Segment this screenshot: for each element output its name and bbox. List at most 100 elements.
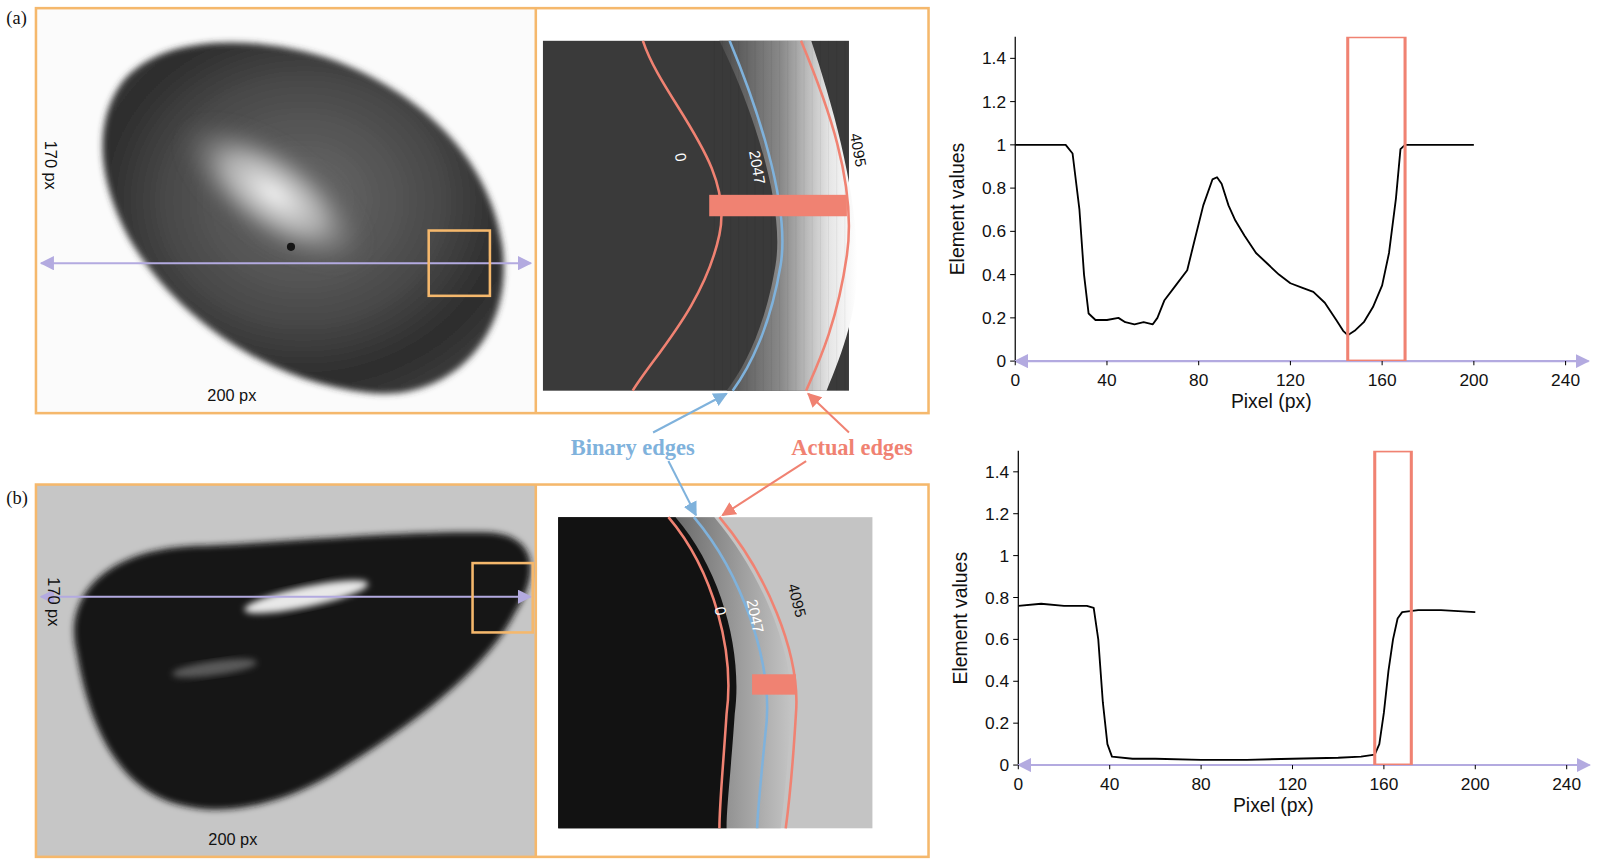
y-tick bbox=[1010, 188, 1015, 189]
x-tick-label: 200 bbox=[1461, 774, 1490, 794]
panel-divider bbox=[535, 485, 538, 857]
y-tick-label: 0 bbox=[999, 755, 1009, 775]
panel-letter: (b) bbox=[6, 488, 27, 509]
x-tick bbox=[1566, 765, 1567, 769]
x-axis bbox=[1018, 764, 1589, 766]
edge-highlight bbox=[1375, 451, 1412, 765]
panel-letter: (a) bbox=[6, 8, 26, 29]
x-tick bbox=[1106, 361, 1107, 365]
y-axis bbox=[1018, 451, 1019, 765]
actual-edge-inner bbox=[668, 517, 728, 828]
x-tick-label: 160 bbox=[1369, 774, 1398, 794]
plot-marks bbox=[1018, 451, 1475, 765]
x-axis bbox=[1015, 360, 1588, 362]
y-tick-label: 0.6 bbox=[982, 221, 1006, 241]
line-chart: 00.20.40.60.811.21.404080120160200240Pix… bbox=[949, 451, 1589, 816]
profile-line bbox=[41, 262, 531, 264]
droplet-highlight bbox=[171, 655, 258, 681]
x-tick bbox=[1109, 765, 1110, 769]
y-tick-label: 1 bbox=[996, 135, 1006, 155]
width-label: 200 px bbox=[208, 830, 257, 848]
y-tick-label: 1.4 bbox=[982, 48, 1006, 68]
callouts: Binary edges Actual edges bbox=[571, 394, 913, 515]
y-tick-label: 1.2 bbox=[982, 92, 1006, 112]
x-tick-label: 40 bbox=[1097, 370, 1116, 390]
x-tick bbox=[1018, 765, 1019, 769]
contour-label: 0 bbox=[672, 151, 690, 162]
panel-b-photo: 170 px 200 px bbox=[36, 485, 536, 857]
actual-edge-inner bbox=[633, 41, 722, 391]
callout-arrow bbox=[653, 394, 726, 433]
y-tick-label: 0.2 bbox=[982, 308, 1006, 328]
panel-b-inset: 0 2047 4095 bbox=[558, 517, 872, 828]
y-tick-label: 0.6 bbox=[985, 630, 1009, 650]
y-tick-label: 1.2 bbox=[985, 504, 1009, 524]
x-tick-label: 240 bbox=[1552, 774, 1581, 794]
y-tick-label: 0 bbox=[996, 351, 1006, 371]
x-tick bbox=[1382, 361, 1383, 365]
callout-arrow bbox=[722, 461, 806, 515]
y-tick bbox=[1010, 101, 1015, 102]
x-tick bbox=[1565, 361, 1566, 365]
y-axis bbox=[1015, 37, 1016, 361]
droplet-highlight bbox=[154, 89, 394, 298]
particle bbox=[287, 243, 295, 251]
y-tick bbox=[1010, 317, 1015, 318]
contour-label: 2047 bbox=[744, 598, 768, 635]
edge-highlight bbox=[1348, 37, 1405, 361]
y-tick-label: 0.8 bbox=[982, 178, 1006, 198]
x-tick bbox=[1383, 765, 1384, 769]
line-chart: 00.20.40.60.811.21.404080120160200240Pix… bbox=[946, 37, 1588, 412]
x-tick bbox=[1475, 765, 1476, 769]
panel-frame bbox=[36, 485, 929, 857]
y-tick bbox=[1013, 597, 1018, 598]
y-tick bbox=[1010, 144, 1015, 145]
y-tick-label: 0.2 bbox=[985, 713, 1009, 733]
x-tick bbox=[1290, 361, 1291, 365]
profile-line bbox=[41, 596, 531, 598]
y-tick bbox=[1010, 231, 1015, 232]
x-tick-label: 40 bbox=[1100, 774, 1119, 794]
y-tick-label: 0.8 bbox=[985, 588, 1009, 608]
panel-a-photo: 170 px200 px bbox=[36, 8, 536, 413]
y-tick bbox=[1013, 681, 1018, 682]
inset-dark-region bbox=[558, 517, 736, 828]
photo-background bbox=[36, 485, 536, 857]
y-axis-title: Element values bbox=[949, 552, 971, 684]
x-tick-label: 120 bbox=[1276, 370, 1305, 390]
edge-width-bar bbox=[709, 195, 847, 216]
x-axis-title: Pixel (px) bbox=[1233, 794, 1314, 816]
callout-label: Actual edges bbox=[791, 435, 913, 460]
droplet bbox=[74, 532, 531, 809]
y-tick-label: 0.4 bbox=[982, 265, 1006, 285]
x-tick-label: 120 bbox=[1278, 774, 1307, 794]
zoom-box bbox=[429, 231, 490, 296]
contour-label: 0 bbox=[712, 605, 730, 616]
x-tick-label: 160 bbox=[1368, 370, 1397, 390]
panel-divider bbox=[535, 8, 538, 413]
y-tick bbox=[1013, 723, 1018, 724]
callout-label: Binary edges bbox=[571, 435, 695, 460]
y-axis-title: Element values bbox=[946, 143, 968, 275]
y-tick-label: 1.4 bbox=[985, 462, 1009, 482]
y-tick bbox=[1010, 274, 1015, 275]
y-tick bbox=[1010, 58, 1015, 59]
y-tick bbox=[1013, 639, 1018, 640]
y-tick bbox=[1013, 471, 1018, 472]
profile-curve bbox=[1018, 604, 1475, 760]
contour-label: 2047 bbox=[746, 149, 769, 185]
contour-label: 4095 bbox=[785, 582, 810, 619]
height-label: 170 px bbox=[45, 577, 63, 626]
zoom-box bbox=[473, 563, 533, 632]
x-tick-label: 80 bbox=[1191, 774, 1210, 794]
y-tick bbox=[1013, 513, 1018, 514]
y-tick bbox=[1013, 555, 1018, 556]
actual-edge-outer bbox=[719, 517, 796, 828]
droplet bbox=[103, 42, 504, 393]
x-tick bbox=[1015, 361, 1016, 365]
x-axis-title: Pixel (px) bbox=[1231, 390, 1312, 412]
x-tick-label: 200 bbox=[1459, 370, 1488, 390]
callout-arrow bbox=[668, 461, 696, 515]
panel-a-inset: 020474095 bbox=[543, 41, 870, 391]
x-tick bbox=[1198, 361, 1199, 365]
